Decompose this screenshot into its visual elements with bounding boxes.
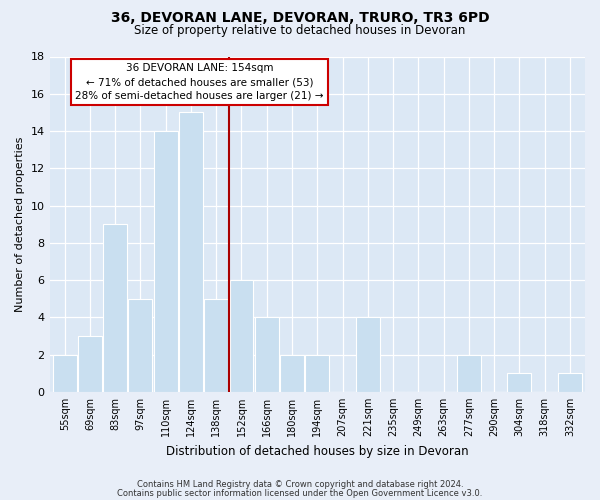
Bar — [457, 354, 481, 392]
Y-axis label: Number of detached properties: Number of detached properties — [15, 136, 25, 312]
Bar — [230, 280, 253, 392]
Bar — [280, 354, 304, 392]
Text: Size of property relative to detached houses in Devoran: Size of property relative to detached ho… — [134, 24, 466, 37]
Text: Contains public sector information licensed under the Open Government Licence v3: Contains public sector information licen… — [118, 489, 482, 498]
Bar — [356, 318, 380, 392]
Bar — [53, 354, 77, 392]
Bar — [154, 131, 178, 392]
Bar — [305, 354, 329, 392]
Bar — [103, 224, 127, 392]
Bar — [508, 373, 532, 392]
Text: Contains HM Land Registry data © Crown copyright and database right 2024.: Contains HM Land Registry data © Crown c… — [137, 480, 463, 489]
Bar — [558, 373, 582, 392]
Bar — [204, 298, 228, 392]
Bar — [128, 298, 152, 392]
Bar — [78, 336, 102, 392]
Text: 36, DEVORAN LANE, DEVORAN, TRURO, TR3 6PD: 36, DEVORAN LANE, DEVORAN, TRURO, TR3 6P… — [110, 11, 490, 25]
Bar — [255, 318, 279, 392]
Text: 36 DEVORAN LANE: 154sqm
← 71% of detached houses are smaller (53)
28% of semi-de: 36 DEVORAN LANE: 154sqm ← 71% of detache… — [75, 63, 324, 101]
X-axis label: Distribution of detached houses by size in Devoran: Distribution of detached houses by size … — [166, 444, 469, 458]
Bar — [179, 112, 203, 392]
